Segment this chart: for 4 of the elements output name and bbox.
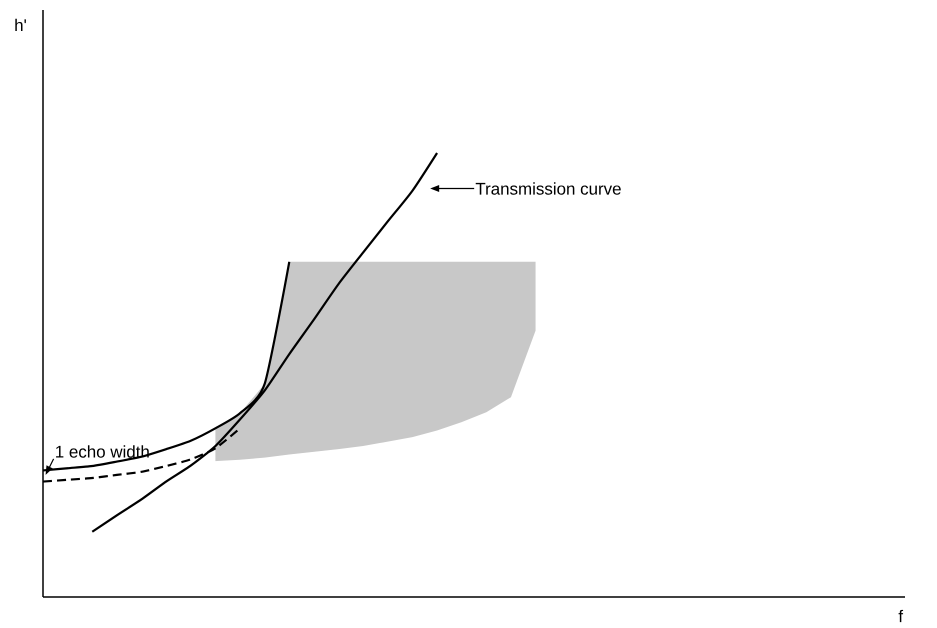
- annotation: 1 echo width: [56, 445, 149, 458]
- x-axis-title: f: [898, 610, 904, 622]
- text: h': [15, 18, 26, 32]
- annotation: Transmission curve: [476, 182, 621, 195]
